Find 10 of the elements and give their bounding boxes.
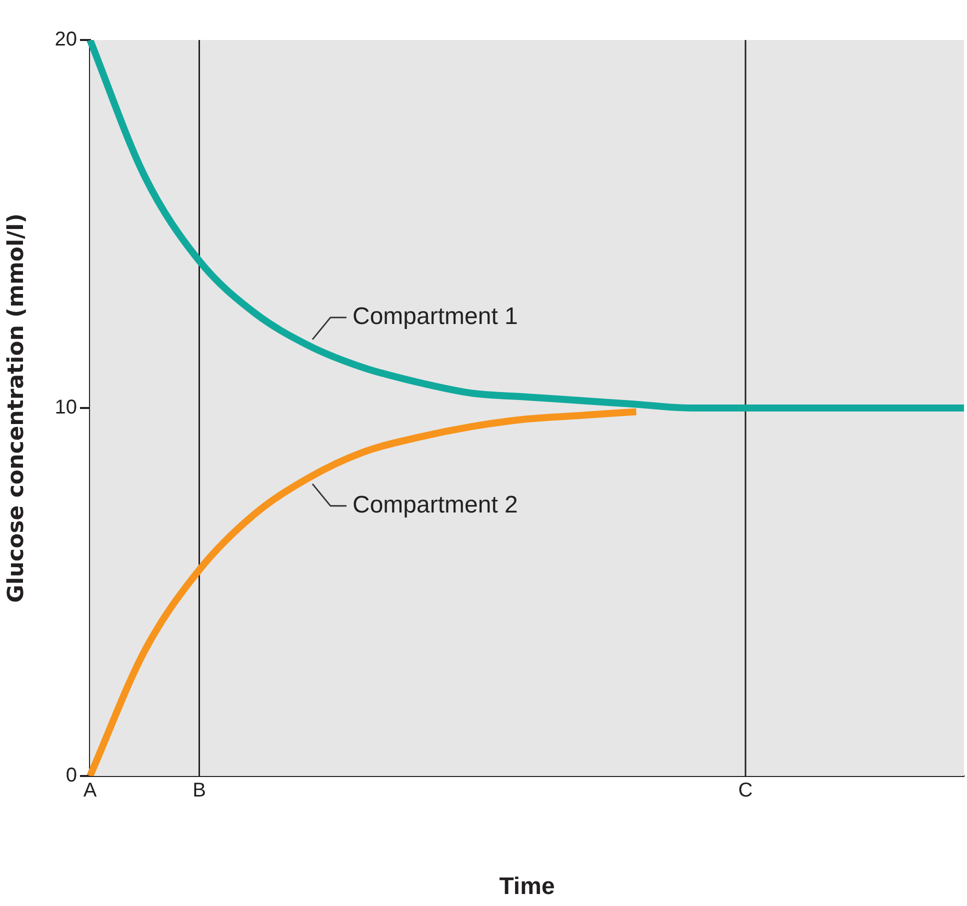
y-tick-label: 10 xyxy=(54,396,77,419)
series-label: Compartment 1 xyxy=(352,303,518,330)
y-axis-title: Glucose concentration (mmol/l) xyxy=(4,213,29,603)
y-tick-label: 20 xyxy=(54,28,77,51)
x-tick-label: A xyxy=(83,780,98,802)
x-tick-label: C xyxy=(738,780,753,802)
x-tick-label: B xyxy=(192,780,206,802)
y-tick-label: 0 xyxy=(66,764,77,787)
x-axis-title: Time xyxy=(499,873,555,900)
series-label: Compartment 2 xyxy=(352,492,518,519)
